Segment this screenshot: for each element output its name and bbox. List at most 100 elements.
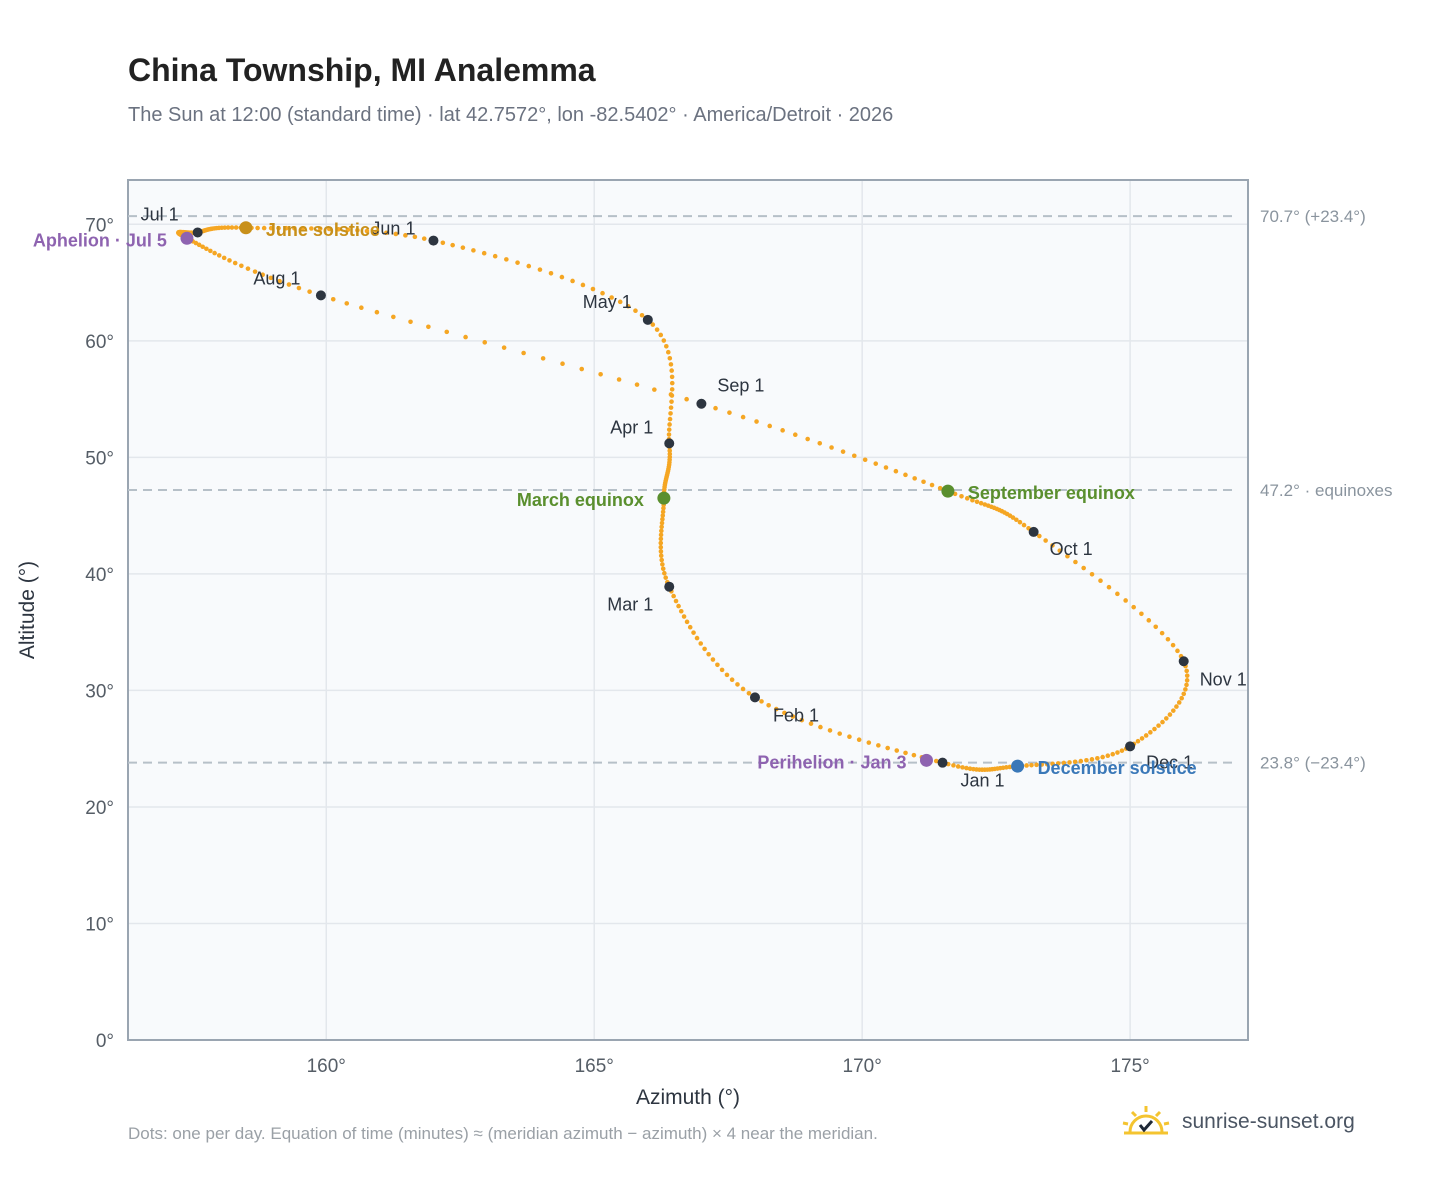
daily-sun-dot <box>1175 648 1180 654</box>
daily-sun-dot <box>970 497 975 503</box>
daily-sun-dot <box>974 499 980 505</box>
daily-sun-dot <box>658 536 664 542</box>
daily-sun-dot <box>669 387 675 392</box>
daily-sun-dot <box>1037 533 1042 539</box>
event-marker <box>919 753 933 767</box>
daily-sun-dot <box>625 303 631 309</box>
daily-sun-dot <box>1105 753 1111 759</box>
daily-sun-dot <box>540 356 546 361</box>
daily-sun-dot <box>808 721 814 726</box>
daily-sun-dot <box>759 699 764 704</box>
daily-sun-dot <box>1014 517 1019 523</box>
daily-sun-dot <box>667 355 673 361</box>
daily-sun-dot <box>225 225 231 230</box>
brand[interactable]: sunrise-sunset.org <box>1120 1102 1355 1142</box>
daily-sun-dot <box>660 566 666 572</box>
event-marker <box>180 231 194 245</box>
daily-sun-dot <box>1106 584 1112 590</box>
daily-sun-dot <box>659 520 665 526</box>
daily-sun-dot <box>740 686 746 692</box>
daily-sun-dot <box>1115 591 1120 597</box>
daily-sun-dot <box>227 258 232 263</box>
daily-sun-dot <box>212 250 217 256</box>
reference-line-label: 47.2° · equinoxes <box>1260 481 1393 500</box>
daily-sun-dot <box>1055 761 1061 766</box>
month-marker <box>937 757 948 768</box>
daily-sun-dot <box>1171 708 1176 713</box>
month-marker-label: Sep 1 <box>717 376 764 396</box>
daily-sun-dot <box>666 427 672 432</box>
daily-sun-dot <box>1021 522 1027 528</box>
daily-sun-dot <box>894 748 900 753</box>
daily-sun-dot <box>239 263 244 269</box>
daily-sun-dot <box>1024 763 1029 768</box>
daily-sun-dot <box>526 263 532 269</box>
daily-sun-dot <box>359 305 364 311</box>
daily-sun-dot <box>1179 695 1184 701</box>
daily-sun-dot <box>660 562 665 567</box>
daily-sun-dot <box>827 728 833 733</box>
month-marker <box>1028 526 1039 537</box>
daily-sun-dot <box>1081 565 1086 571</box>
daily-sun-dot <box>521 350 526 356</box>
brand-name: sunrise-sunset.org <box>1182 1110 1355 1133</box>
month-marker <box>664 438 675 449</box>
daily-sun-dot <box>681 614 687 619</box>
daily-sun-dot <box>232 260 238 266</box>
daily-sun-dot <box>676 603 681 609</box>
daily-sun-dot <box>1119 748 1125 753</box>
daily-sun-dot <box>652 387 657 392</box>
month-marker-label: Mar 1 <box>607 595 653 615</box>
event-label: September equinox <box>968 483 1135 503</box>
daily-sun-dot <box>713 405 718 411</box>
month-marker-label: Feb 1 <box>773 705 819 725</box>
daily-sun-dot <box>664 343 669 349</box>
daily-sun-dot <box>903 472 908 478</box>
daily-sun-dot <box>754 419 759 424</box>
daily-sun-dot <box>684 619 690 625</box>
daily-sun-dot <box>1057 548 1063 553</box>
daily-sun-dot <box>1072 759 1078 765</box>
month-marker <box>428 235 439 246</box>
daily-sun-dot <box>1065 553 1070 559</box>
plot-area: 160° 165° 170° 175° 0° 10° 20° 30° 40° 50° 60° 70° 7… <box>16 179 1393 1109</box>
daily-sun-dot <box>724 672 730 678</box>
daily-sun-dot <box>668 405 674 410</box>
daily-sun-dot <box>1176 700 1182 705</box>
daily-sun-dot <box>727 410 732 415</box>
daily-sun-dot <box>330 296 336 302</box>
daily-sun-dot <box>598 372 603 377</box>
daily-sun-dot <box>658 553 664 559</box>
daily-sun-dot <box>639 312 645 318</box>
month-marker <box>315 290 326 301</box>
daily-sun-dot <box>504 257 509 262</box>
daily-sun-dot <box>729 677 735 683</box>
daily-sun-dot <box>933 758 939 764</box>
daily-sun-dot <box>658 332 664 338</box>
daily-sun-dot <box>669 368 674 373</box>
y-tick-label: 10° <box>85 914 114 935</box>
daily-sun-dot <box>1131 604 1136 610</box>
daily-sun-dot <box>667 448 673 454</box>
daily-sun-dot <box>773 706 779 712</box>
x-tick-label: 160° <box>307 1056 346 1077</box>
month-marker <box>1178 656 1189 667</box>
daily-sun-dot <box>661 506 666 511</box>
daily-sun-dot <box>715 662 720 668</box>
daily-sun-dot <box>829 445 834 450</box>
daily-sun-dot <box>790 714 796 719</box>
month-marker-label: Nov 1 <box>1200 669 1247 689</box>
daily-sun-dot <box>782 710 787 716</box>
daily-sun-dot <box>1007 764 1013 770</box>
daily-sun-dot <box>196 242 202 248</box>
daily-sun-dot <box>216 253 222 258</box>
event-label: Perihelion · Jan 3 <box>757 752 906 772</box>
chart-subtitle: The Sun at 12:00 (standard time) · lat 4… <box>128 104 894 126</box>
daily-sun-dot <box>537 267 543 272</box>
daily-sun-dot <box>609 295 614 300</box>
x-tick-label: 170° <box>843 1056 882 1077</box>
daily-sun-dot <box>1159 630 1165 636</box>
daily-sun-dot <box>408 319 413 325</box>
daily-sun-dot <box>345 227 351 233</box>
daily-sun-dot <box>268 275 274 281</box>
